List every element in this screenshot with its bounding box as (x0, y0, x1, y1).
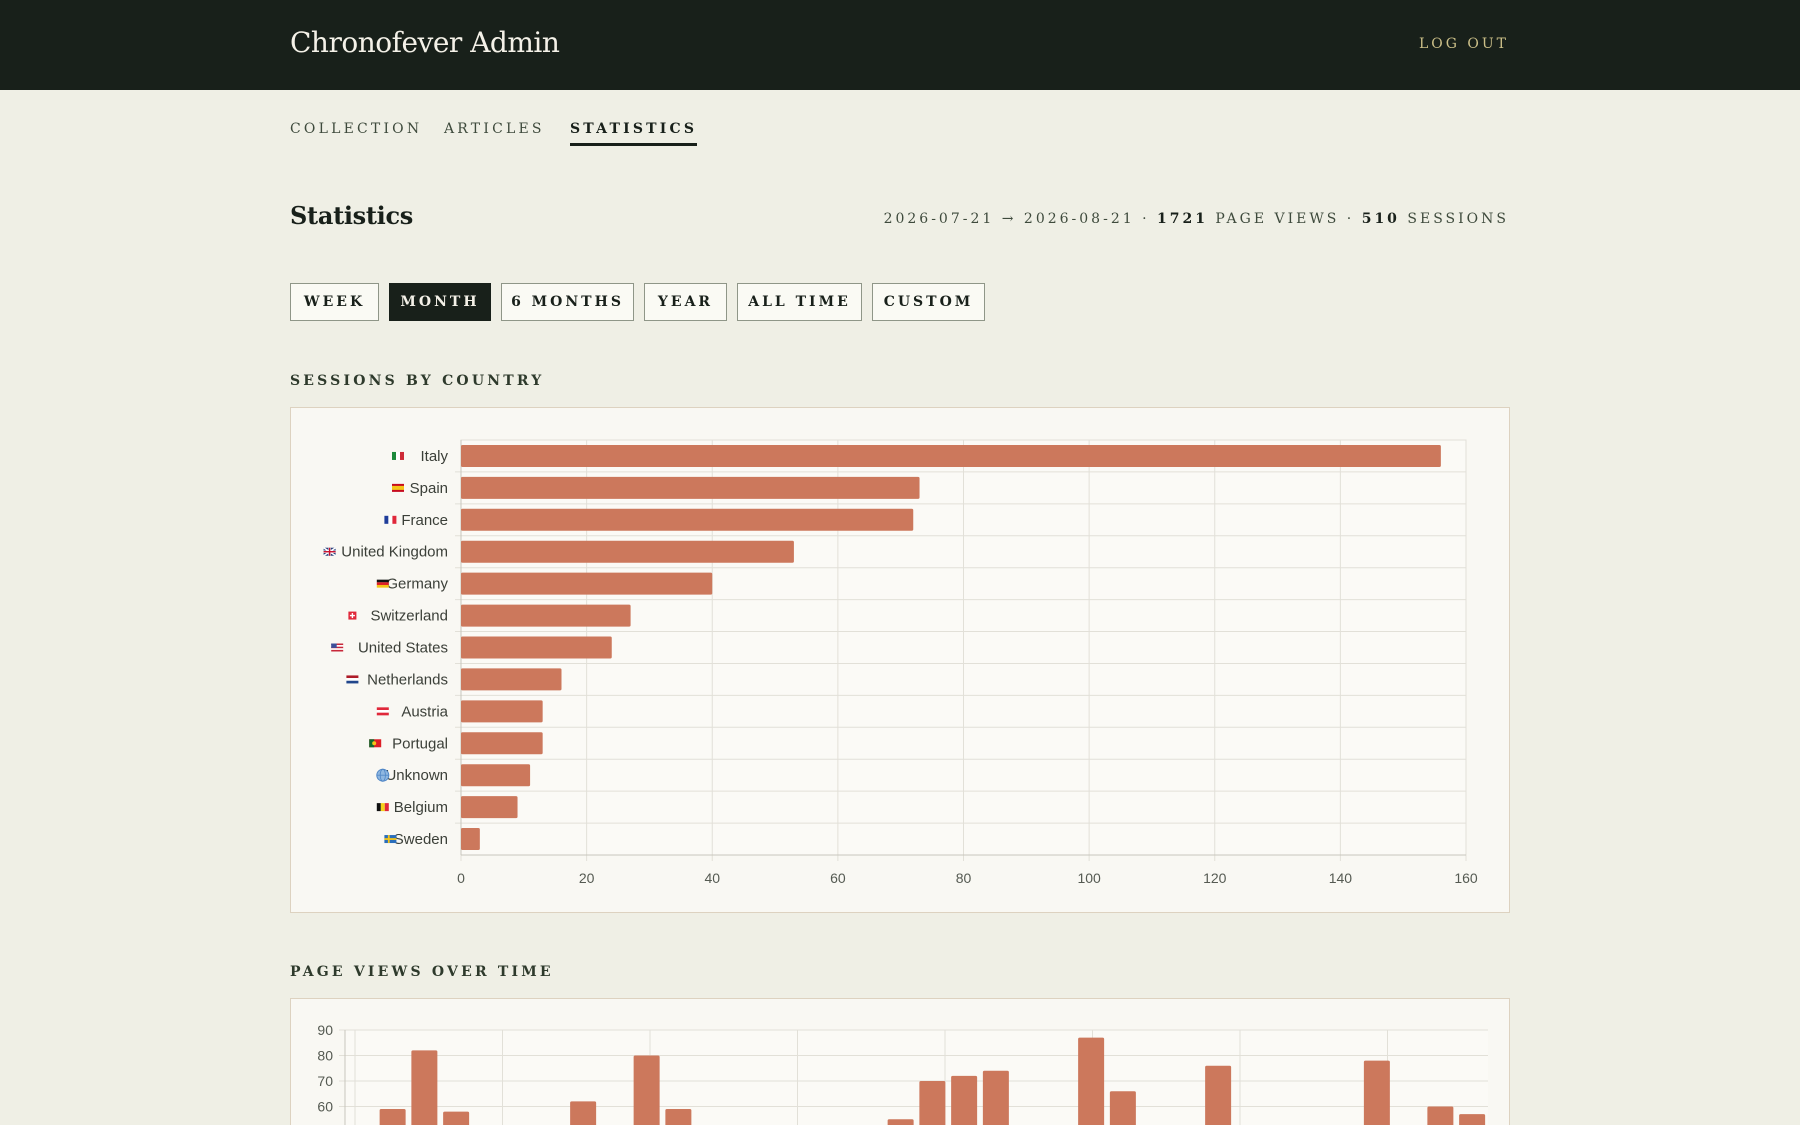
section-title-page-views-over-time: PAGE VIEWS OVER TIME (290, 964, 554, 980)
country-bar-austria (461, 700, 543, 723)
country-label: Italy (420, 448, 448, 465)
page-views-bar (411, 1050, 438, 1125)
x-tick-label: 0 (457, 870, 465, 886)
country-label: United Kingdom (341, 544, 448, 561)
country-label: Belgium (394, 799, 448, 816)
flag-portugal-icon (369, 739, 382, 748)
country-bar-portugal (461, 732, 543, 755)
country-bar-united-kingdom (461, 540, 794, 563)
section-title-sessions-by-country: SESSIONS BY COUNTRY (290, 373, 545, 389)
nav-tab-collection[interactable]: COLLECTION (290, 121, 423, 137)
page-views-bar (665, 1109, 692, 1125)
range-month-button[interactable]: MONTH (389, 283, 491, 321)
flag-spain-icon (392, 483, 404, 492)
sessions-by-country-chart: 0 20 40 60 80 100 120 140 160 Italy Spain France Uni… (323, 439, 1478, 886)
country-label: Switzerland (370, 608, 448, 625)
x-tick-label: 20 (579, 870, 595, 886)
app-title: Chronofever Admin (290, 26, 560, 59)
page-views-bar (570, 1101, 597, 1125)
y-tick-label: 90 (317, 1022, 333, 1038)
y-tick-label: 70 (317, 1073, 333, 1089)
flag-germany-icon (376, 579, 389, 588)
x-tick-label: 100 (1077, 870, 1101, 886)
x-tick-label: 120 (1203, 870, 1227, 886)
page-views-bar (633, 1055, 660, 1125)
country-label: United States (358, 640, 448, 657)
globe-icon (376, 768, 390, 782)
sessions-by-country-card: 0 20 40 60 80 100 120 140 160 Italy Spain France Uni… (290, 407, 1510, 913)
x-tick-label: 140 (1329, 870, 1353, 886)
range-all-time-button[interactable]: ALL TIME (737, 283, 862, 321)
country-bar-sweden (461, 828, 480, 851)
page-views-bar (1205, 1065, 1232, 1125)
country-bar-spain (461, 476, 920, 499)
country-label: Austria (401, 703, 448, 720)
flag-france-icon (384, 515, 397, 524)
flag-netherlands-icon (346, 675, 359, 684)
logout-link[interactable]: LOG OUT (1418, 36, 1509, 52)
page-views-bar (919, 1081, 946, 1125)
page-views-card: 60 70 80 90 (290, 998, 1510, 1125)
sessions-count: 510 (1361, 211, 1400, 227)
flag-switzerland-icon (348, 611, 357, 620)
flag-belgium-icon (376, 803, 389, 812)
country-bar-netherlands (461, 668, 562, 691)
range-week-button[interactable]: WEEK (290, 283, 379, 321)
country-bar-belgium (461, 796, 518, 819)
x-tick-label: 160 (1454, 870, 1478, 886)
page-views-label: PAGE VIEWS · (1215, 211, 1355, 227)
page-views-chart: 60 70 80 90 (317, 1022, 1488, 1125)
country-label: France (401, 512, 448, 529)
page-views-count: 1721 (1156, 211, 1208, 227)
country-label: Portugal (392, 735, 448, 752)
page-title: Statistics (290, 201, 414, 230)
plot-area (345, 1030, 1488, 1125)
y-tick-label: 60 (317, 1099, 333, 1115)
country-label: Spain (410, 480, 448, 497)
page-views-bar (951, 1075, 978, 1125)
page-views-bar (982, 1070, 1009, 1125)
page-views-bar (1459, 1114, 1486, 1125)
sessions-label: SESSIONS (1407, 211, 1509, 227)
date-range: 2026-07-21 → 2026-08-21 · (883, 211, 1150, 227)
country-bar-germany (461, 572, 713, 595)
stats-summary: 2026-07-21 → 2026-08-21 · 1721 PAGE VIEW… (884, 211, 1509, 227)
page-views-bar (1078, 1037, 1105, 1125)
country-bar-switzerland (461, 604, 631, 627)
flag-austria-icon (376, 707, 389, 716)
country-label: Unknown (385, 767, 448, 784)
page-views-bar (443, 1111, 470, 1125)
range-year-button[interactable]: YEAR (644, 283, 727, 321)
flag-uk-icon (323, 547, 337, 557)
page-views-bar (1363, 1060, 1390, 1125)
country-label: Sweden (394, 831, 448, 848)
country-bar-france (461, 508, 914, 531)
nav-tab-statistics[interactable]: STATISTICS (570, 121, 698, 146)
flag-italy-icon (392, 451, 404, 460)
x-tick-label: 60 (830, 870, 846, 886)
page-views-bar (1109, 1091, 1136, 1125)
page-views-bar (887, 1119, 914, 1125)
country-bar-italy (461, 444, 1441, 467)
flag-sweden-icon (384, 835, 397, 844)
flag-us-icon (331, 643, 344, 652)
range-custom-button[interactable]: CUSTOM (872, 283, 985, 321)
country-bar-unknown (461, 764, 531, 787)
country-bar-united-states (461, 636, 612, 659)
nav-tab-articles[interactable]: ARTICLES (444, 121, 545, 137)
x-tick-label: 80 (956, 870, 972, 886)
page-views-bar (1427, 1106, 1454, 1125)
top-bar: Chronofever Admin LOG OUT (0, 0, 1800, 90)
page-views-bar (379, 1109, 406, 1125)
y-tick-label: 80 (317, 1048, 333, 1064)
x-tick-label: 40 (704, 870, 720, 886)
country-label: Germany (386, 576, 448, 593)
country-label: Netherlands (367, 671, 448, 688)
range-6-months-button[interactable]: 6 MONTHS (501, 283, 634, 321)
